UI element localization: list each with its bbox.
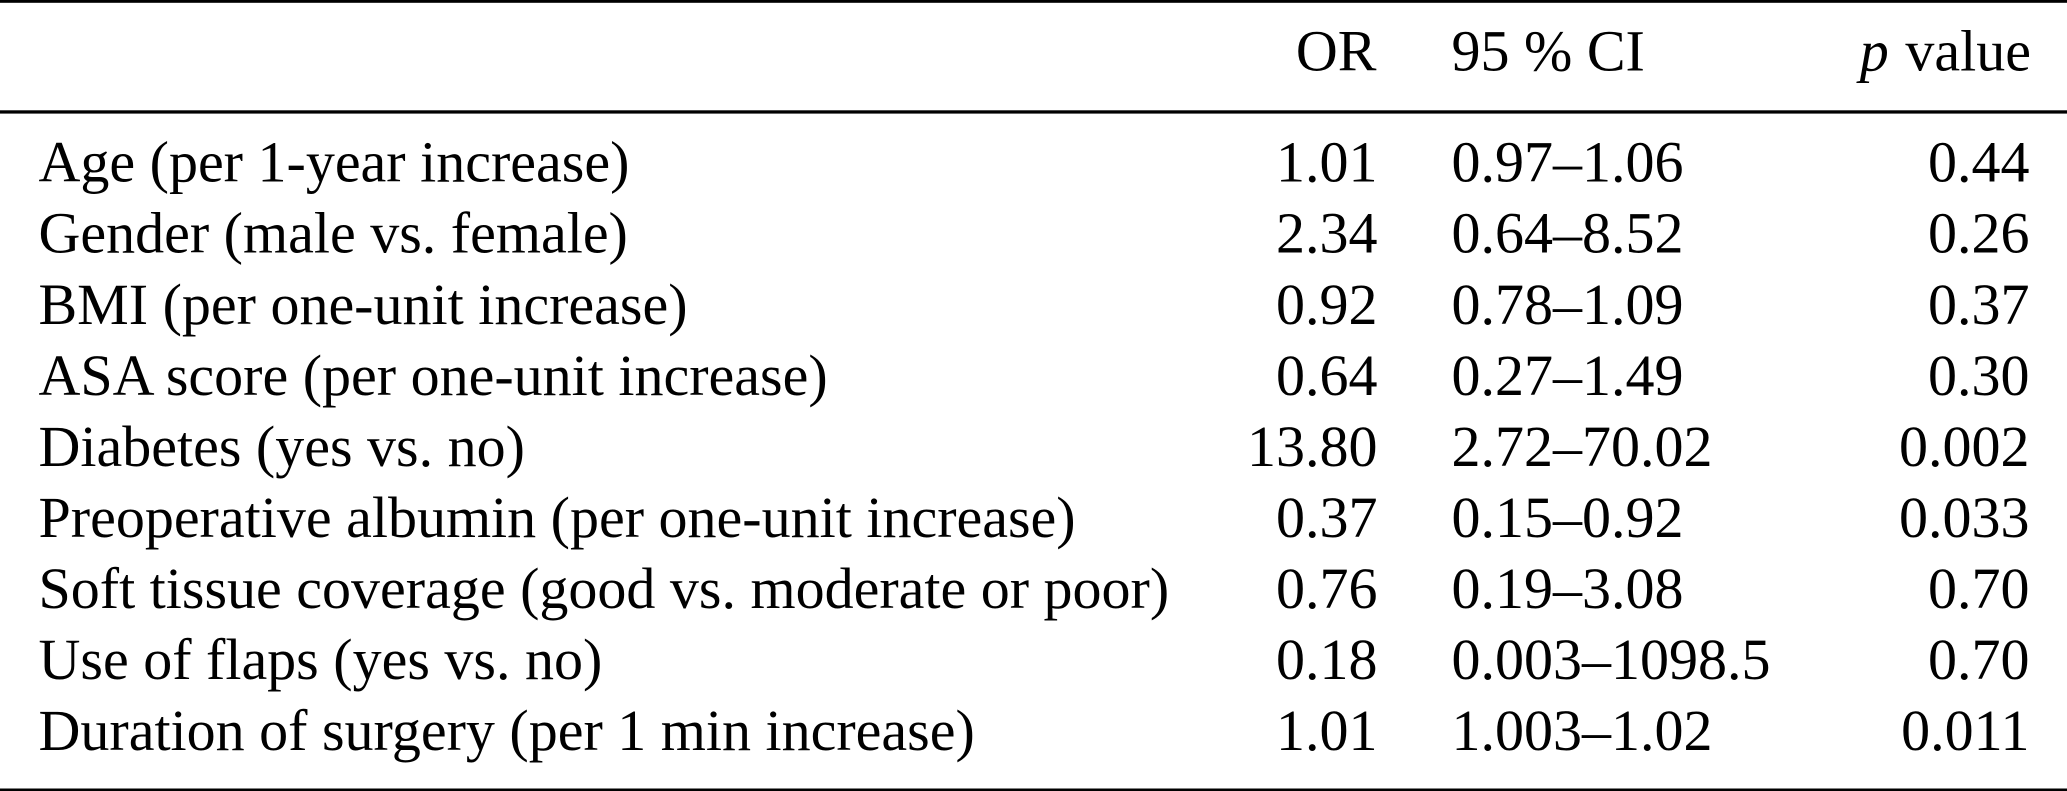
svg-text:1.01: 1.01 (1276, 698, 1378, 763)
svg-text:0.78–1.09: 0.78–1.09 (1452, 272, 1684, 337)
svg-text:OR: OR (1296, 19, 1377, 84)
svg-text:2.34: 2.34 (1276, 201, 1378, 266)
svg-text:0.30: 0.30 (1928, 343, 2030, 408)
svg-text:13.80: 13.80 (1247, 414, 1378, 479)
svg-text:0.033: 0.033 (1899, 485, 2030, 550)
svg-text:1.003–1.02: 1.003–1.02 (1452, 698, 1713, 763)
svg-text:Duration of surgery (per 1 min: Duration of surgery (per 1 min increase) (39, 698, 975, 763)
svg-text:Diabetes (yes vs. no): Diabetes (yes vs. no) (39, 414, 525, 479)
svg-text:0.97–1.06: 0.97–1.06 (1452, 130, 1684, 195)
svg-text:Gender (male vs. female): Gender (male vs. female) (39, 201, 628, 266)
svg-text:0.15–0.92: 0.15–0.92 (1452, 485, 1684, 550)
svg-text:0.70: 0.70 (1928, 556, 2030, 621)
svg-text:0.003–1098.5: 0.003–1098.5 (1452, 627, 1771, 692)
svg-text:Age (per 1-year increase): Age (per 1-year increase) (39, 130, 630, 195)
svg-text:0.26: 0.26 (1928, 201, 2030, 266)
svg-text:0.64–8.52: 0.64–8.52 (1452, 201, 1684, 266)
svg-text:95 % CI: 95 % CI (1452, 19, 1645, 84)
svg-text:value: value (1905, 19, 2031, 84)
svg-text:BMI (per one-unit increase): BMI (per one-unit increase) (39, 272, 688, 337)
svg-text:0.37: 0.37 (1928, 272, 2030, 337)
svg-text:1.01: 1.01 (1276, 130, 1378, 195)
svg-text:0.44: 0.44 (1928, 130, 2030, 195)
svg-text:Soft tissue coverage (good vs.: Soft tissue coverage (good vs. moderate … (39, 556, 1170, 621)
svg-text:0.92: 0.92 (1276, 272, 1378, 337)
svg-text:0.18: 0.18 (1276, 627, 1378, 692)
svg-text:Preoperative albumin (per one-: Preoperative albumin (per one-unit incre… (39, 485, 1076, 550)
svg-text:0.70: 0.70 (1928, 627, 2030, 692)
svg-text:0.64: 0.64 (1276, 343, 1378, 408)
svg-text:ASA score (per one-unit increa: ASA score (per one-unit increase) (39, 343, 828, 408)
svg-text:0.011: 0.011 (1901, 698, 2029, 763)
svg-text:Use of flaps (yes vs. no): Use of flaps (yes vs. no) (39, 627, 603, 692)
svg-text:0.19–3.08: 0.19–3.08 (1452, 556, 1684, 621)
svg-text:0.37: 0.37 (1276, 485, 1378, 550)
svg-text:2.72–70.02: 2.72–70.02 (1452, 414, 1713, 479)
svg-text:0.27–1.49: 0.27–1.49 (1452, 343, 1684, 408)
svg-text:0.002: 0.002 (1899, 414, 2030, 479)
svg-text:p: p (1856, 19, 1889, 84)
svg-text:0.76: 0.76 (1276, 556, 1378, 621)
